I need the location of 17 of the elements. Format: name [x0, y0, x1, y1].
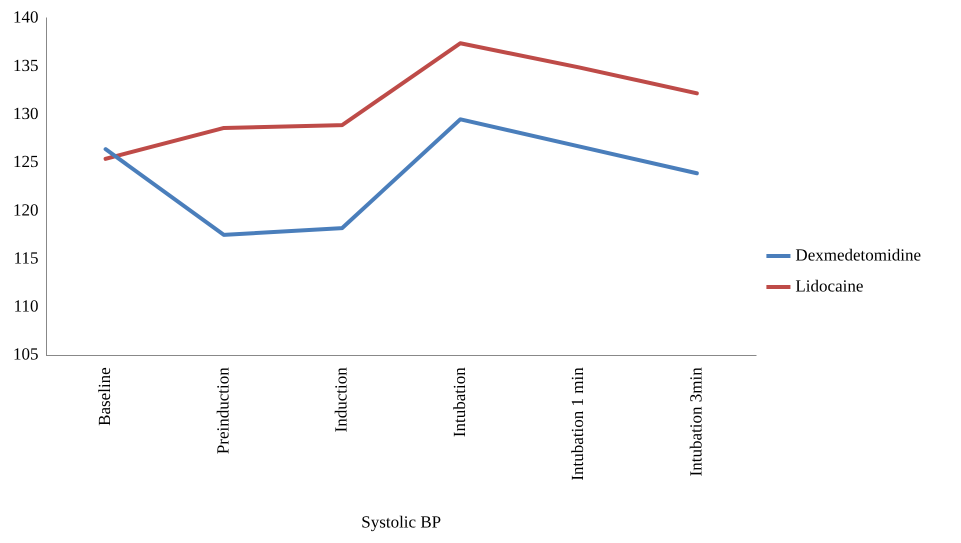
y-tick-label: 115 — [14, 248, 38, 268]
x-axis-title: Systolic BP — [361, 512, 442, 532]
x-tick-label: Intubation — [450, 366, 469, 438]
y-tick-label: 140 — [13, 8, 38, 27]
x-tick-label: Preinduction — [213, 366, 232, 454]
legend-label: Lidocaine — [795, 276, 864, 296]
y-tick-label: 130 — [13, 104, 38, 123]
y-tick-label: 135 — [13, 56, 38, 75]
y-tick-label: 120 — [13, 200, 38, 220]
x-tick-label: Induction — [332, 366, 351, 432]
y-tick-label: 105 — [13, 344, 38, 364]
y-tick-label: 125 — [13, 152, 38, 172]
y-tick-label: 110 — [14, 296, 38, 316]
x-tick-label: Intubation 3min — [686, 366, 706, 476]
x-tick-label: Intubation 1 min — [568, 366, 588, 481]
legend-label: Dexmedetomidine — [795, 245, 922, 264]
x-tick-label: Baseline — [95, 367, 114, 426]
